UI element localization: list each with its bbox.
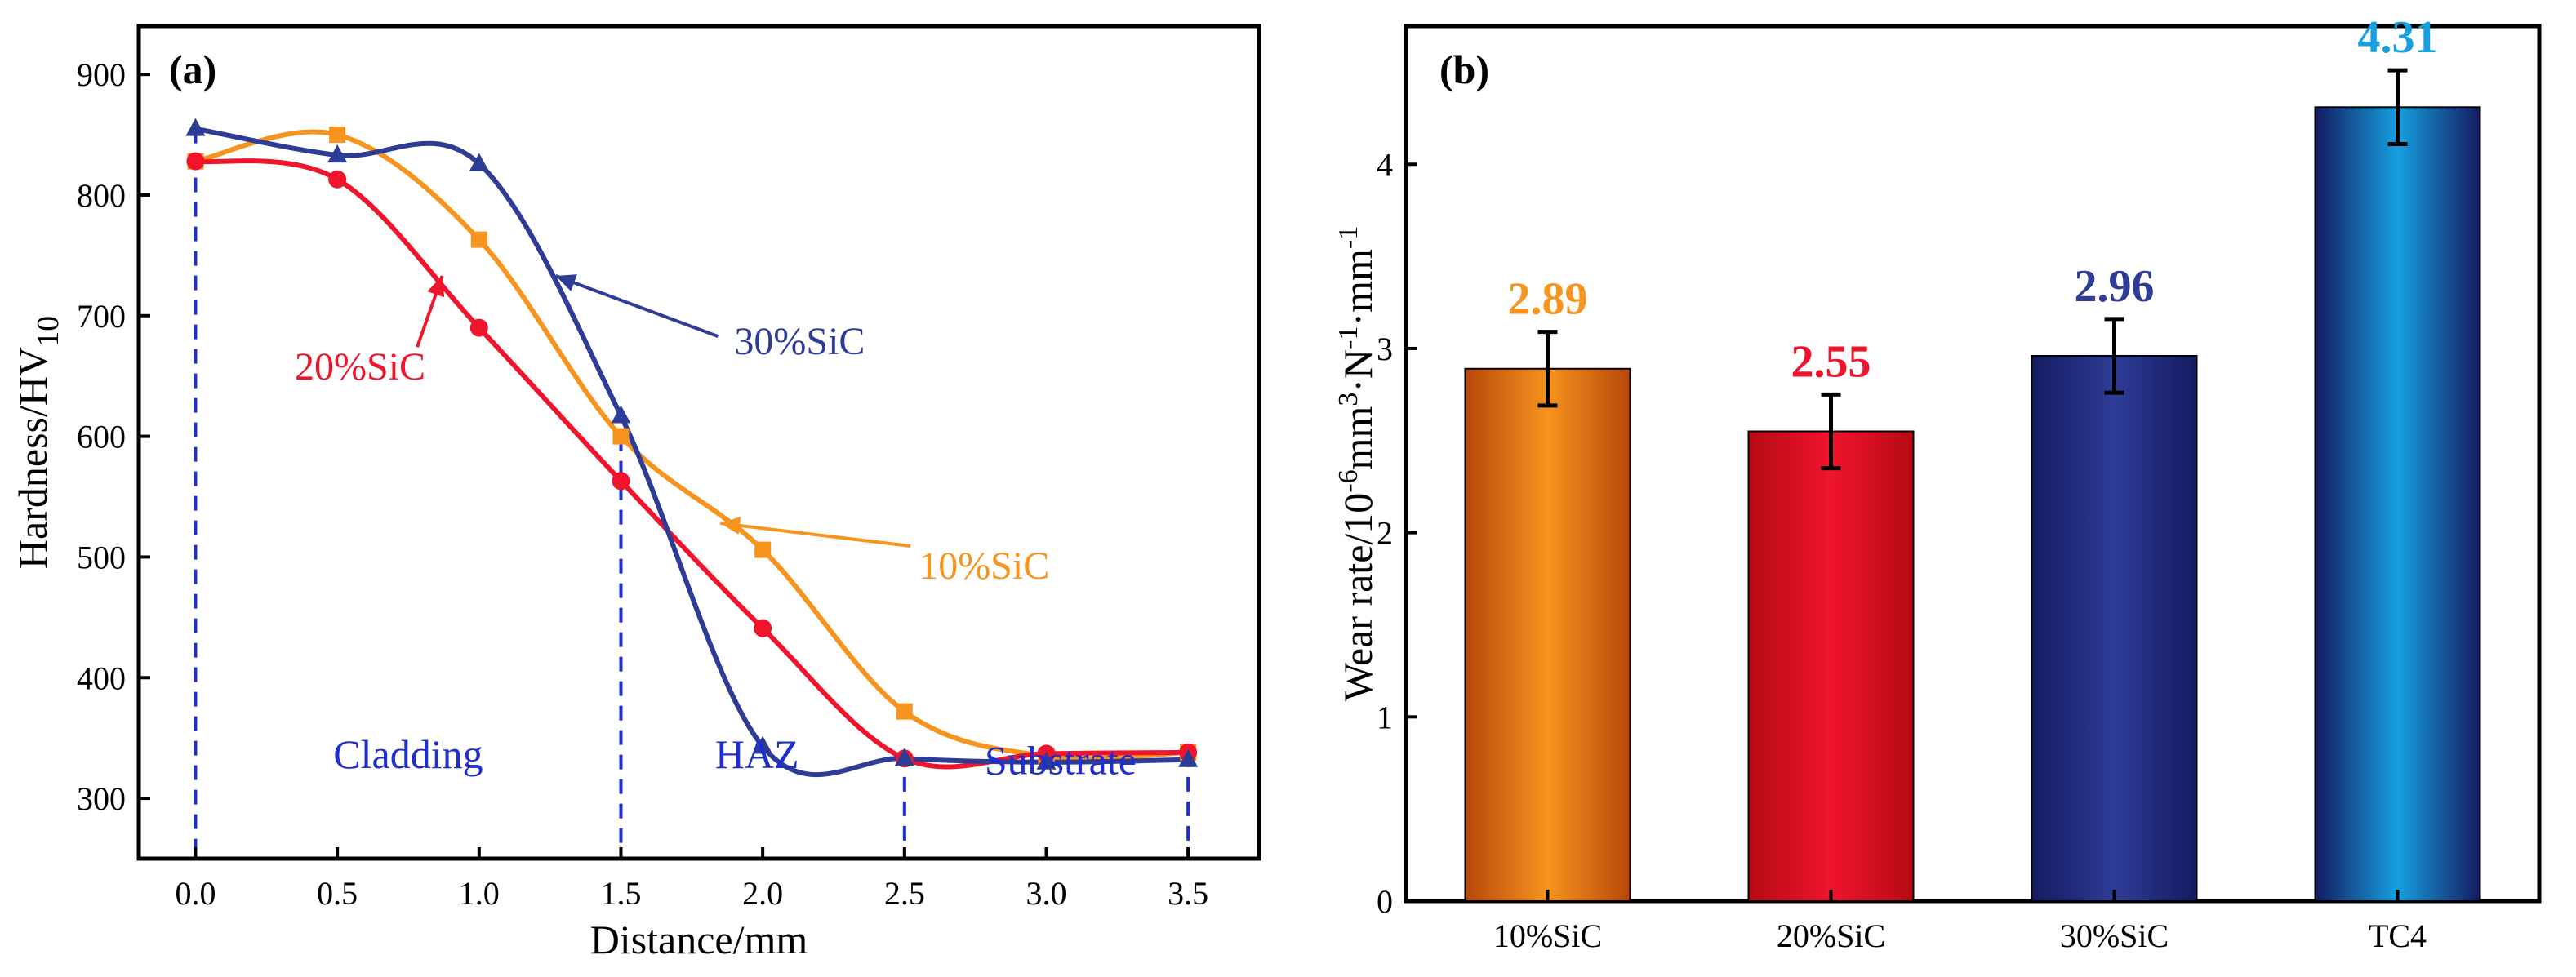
series-line-30%SiC bbox=[194, 126, 1189, 778]
panel-b-bar-chart: (b) 2.89 2.55 2.96 4.31 0 1 2 3 4 10%SiC 20%SiC 3… bbox=[1333, 12, 2542, 954]
data-point-30%SiC bbox=[1036, 751, 1057, 770]
bars bbox=[1464, 106, 2481, 903]
x-tick-label-20%SiC: 20%SiC bbox=[1777, 917, 1885, 954]
y-tick-label: 800 bbox=[77, 177, 126, 214]
y-tick-label: 1 bbox=[1377, 699, 1393, 735]
data-point-30%SiC bbox=[894, 748, 914, 766]
y-axis-title-subscript: 10 bbox=[31, 316, 65, 347]
panel-a-label: (a) bbox=[169, 47, 216, 92]
series-label-10%SiC: 10%SiC bbox=[919, 544, 1049, 588]
panel-b-frame bbox=[1404, 24, 2542, 904]
data-point-30%SiC bbox=[611, 405, 631, 424]
y-tick-label: 4 bbox=[1377, 146, 1393, 183]
data-point-10%SiC bbox=[896, 703, 913, 720]
value-labels: 2.89 2.55 2.96 4.31 bbox=[1508, 12, 2438, 387]
error-bars bbox=[1537, 68, 2408, 471]
y-tick-label: 900 bbox=[77, 56, 126, 93]
data-point-20%SiC bbox=[328, 170, 347, 189]
y-axis-title-main: Hardness/HV bbox=[10, 347, 56, 569]
series-markers bbox=[185, 118, 1199, 770]
value-label-TC4: 4.31 bbox=[2358, 12, 2438, 63]
boundary-lines bbox=[194, 128, 1190, 859]
x-tick-label: 0.0 bbox=[175, 875, 216, 912]
series-label-20%SiC: 20%SiC bbox=[295, 345, 425, 389]
x-tick-label: 0.5 bbox=[317, 875, 358, 912]
x-tick-label-TC4: TC4 bbox=[2369, 917, 2427, 954]
series-line-10%SiC bbox=[194, 129, 1189, 762]
bar-20%SiC bbox=[1747, 430, 1915, 902]
series-label-30%SiC: 30%SiC bbox=[734, 320, 865, 363]
data-point-10%SiC bbox=[329, 127, 346, 144]
x-axis-title: Distance/mm bbox=[590, 917, 808, 962]
data-point-10%SiC bbox=[754, 541, 772, 558]
y-tick-label: 2 bbox=[1377, 515, 1393, 552]
annotation-arrowhead-10%SiC bbox=[720, 516, 741, 535]
value-label-30%SiC: 2.96 bbox=[2075, 261, 2155, 312]
bar-10%SiC bbox=[1464, 367, 1631, 902]
x-axis-ticks: 0.0 0.5 1.0 1.5 2.0 2.5 3.0 3.5 bbox=[175, 847, 1208, 912]
data-point-30%SiC bbox=[327, 144, 348, 163]
region-label: Substrate bbox=[985, 738, 1137, 784]
y-tick-label: 500 bbox=[77, 539, 126, 575]
x-tick-label: 3.0 bbox=[1026, 875, 1066, 912]
y-tick-label: 0 bbox=[1377, 883, 1393, 920]
x-tick-label: 3.5 bbox=[1168, 875, 1208, 912]
x-tick-label: 1.5 bbox=[600, 875, 641, 912]
panel-a-frame bbox=[136, 24, 1261, 861]
x-tick-label-30%SiC: 30%SiC bbox=[2060, 917, 2169, 954]
x-tick-label: 2.5 bbox=[884, 875, 925, 912]
region-label: Cladding bbox=[333, 731, 483, 777]
value-label-10%SiC: 2.89 bbox=[1508, 274, 1588, 325]
annotation-arrow-30%SiC bbox=[554, 274, 719, 338]
data-point-30%SiC bbox=[185, 118, 206, 136]
annotation-arrow-10%SiC bbox=[719, 522, 911, 548]
x-tick-label: 1.0 bbox=[459, 875, 500, 912]
y-tick-label: 300 bbox=[77, 780, 126, 817]
y-axis-ticks: 300 400 500 600 700 800 900 bbox=[77, 56, 150, 817]
series-line-20%SiC bbox=[195, 158, 1189, 770]
bar-TC4 bbox=[2314, 106, 2481, 903]
series-curves bbox=[194, 126, 1189, 778]
annotation-arrowhead-30%SiC bbox=[555, 274, 577, 291]
x-axis-ticks: 10%SiC 20%SiC 30%SiC TC4 bbox=[1493, 890, 2427, 954]
data-point-20%SiC bbox=[186, 152, 205, 171]
y-axis-title: Wear rate/10-6mm3·N-1·mm-1 bbox=[1333, 226, 1381, 702]
bar-30%SiC bbox=[2031, 354, 2198, 902]
data-point-20%SiC bbox=[754, 619, 772, 637]
data-point-20%SiC bbox=[612, 472, 630, 491]
region-label: HAZ bbox=[715, 731, 799, 777]
series-annotations: 10%SiC 20%SiC 30%SiC bbox=[295, 274, 1049, 588]
x-tick-label: 2.0 bbox=[742, 875, 783, 912]
y-tick-label: 3 bbox=[1377, 331, 1393, 367]
y-tick-label: 700 bbox=[77, 298, 126, 335]
data-point-20%SiC bbox=[469, 318, 488, 337]
data-point-10%SiC bbox=[470, 231, 487, 248]
y-tick-label: 400 bbox=[77, 659, 126, 696]
data-point-30%SiC bbox=[753, 735, 773, 754]
value-label-20%SiC: 2.55 bbox=[1791, 336, 1871, 387]
panel-b-label: (b) bbox=[1439, 47, 1489, 92]
region-labels: Cladding HAZ Substrate bbox=[333, 731, 1137, 783]
data-point-30%SiC bbox=[1178, 748, 1199, 767]
y-axis-ticks: 0 1 2 3 4 bbox=[1377, 146, 1417, 920]
annotation-arrowhead-20%SiC bbox=[427, 276, 445, 298]
y-tick-label: 600 bbox=[77, 419, 126, 455]
panel-a-line-chart: (a) 10%SiC 20%SiC 30%SiC Cladding HAZ Substr… bbox=[10, 24, 1261, 962]
y-axis-title: Hardness/HV10 bbox=[10, 316, 65, 569]
x-tick-label-10%SiC: 10%SiC bbox=[1493, 917, 1602, 954]
data-point-30%SiC bbox=[469, 153, 489, 171]
data-point-10%SiC bbox=[612, 428, 630, 445]
